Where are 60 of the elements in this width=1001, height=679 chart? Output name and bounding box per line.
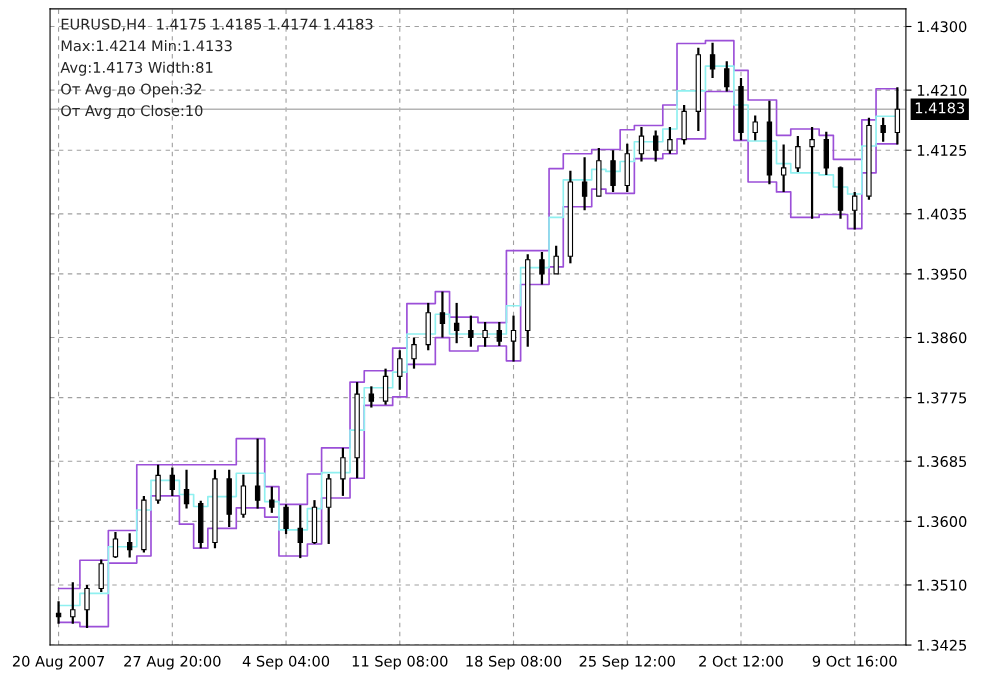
annotation: От Avg до Open:32 bbox=[61, 83, 202, 98]
candlestick bbox=[126, 532, 133, 559]
y-tick-label: 1.3600 bbox=[917, 516, 967, 528]
x-tick-label: 2 Oct 12:00 bbox=[699, 655, 783, 667]
x-tick-label: 18 Sep 08:00 bbox=[466, 655, 562, 670]
candlestick bbox=[780, 143, 787, 194]
y-tick-label: 1.3510 bbox=[917, 579, 967, 591]
text: EURUSD,H4 1.4175 1.4185 1.4174 1.4183 bbox=[61, 18, 373, 32]
y-tick-label: 1.4300 bbox=[917, 21, 967, 33]
candlestick bbox=[795, 134, 801, 174]
candlestick bbox=[496, 320, 502, 348]
candlestick bbox=[653, 129, 659, 163]
candlestick bbox=[510, 314, 517, 363]
y-tick-label: 1.4035 bbox=[917, 208, 967, 220]
candlestick bbox=[482, 320, 488, 348]
y-tick-label: 1.4125 bbox=[917, 144, 967, 156]
candlestick bbox=[553, 244, 559, 276]
annotation: От Avg до Close:10 bbox=[61, 104, 203, 120]
candlestick bbox=[852, 190, 858, 231]
candlestick bbox=[283, 503, 289, 536]
candlestick bbox=[581, 156, 588, 212]
y-tick-label: 1.4210 bbox=[917, 84, 967, 96]
candlestick bbox=[709, 41, 716, 80]
candlestick bbox=[183, 468, 190, 510]
candlestick bbox=[397, 349, 403, 391]
candlestick bbox=[254, 437, 261, 510]
candlestick bbox=[84, 583, 90, 630]
x-tick-label: 20 Aug 2007 bbox=[12, 655, 105, 670]
x-tick-label: 11 Sep 08:00 bbox=[352, 655, 448, 670]
candlestick bbox=[297, 503, 303, 560]
y-tick-label: 1.3685 bbox=[917, 455, 967, 467]
y-tick-label: 1.3775 bbox=[917, 392, 967, 404]
candlestick bbox=[724, 60, 730, 93]
y-tick-label: 1.3860 bbox=[917, 332, 967, 344]
x-tick-label: 4 Sep 04:00 bbox=[242, 655, 330, 670]
y-tick-label: 1.3950 bbox=[917, 268, 967, 280]
candlestick bbox=[638, 125, 645, 163]
candlestick bbox=[880, 116, 886, 143]
x-tick-label: 9 Oct 16:00 bbox=[812, 655, 897, 667]
candlestick bbox=[70, 581, 76, 625]
x-tick-label: 27 Aug 20:00 bbox=[124, 655, 221, 670]
candlestick bbox=[112, 530, 119, 560]
candlestick bbox=[453, 301, 460, 345]
candlestick bbox=[539, 250, 545, 286]
candlestick bbox=[894, 86, 901, 146]
candlestick bbox=[411, 336, 417, 370]
ref-line-label: 1.4183 bbox=[915, 102, 965, 114]
candlestick bbox=[752, 114, 758, 142]
candlestick bbox=[439, 290, 446, 339]
candlestick bbox=[468, 314, 474, 348]
candlestick bbox=[169, 466, 176, 497]
candlestick bbox=[269, 485, 275, 514]
annotation: Max:1.4214 Min:1.4133 bbox=[61, 40, 232, 52]
annotation: Avg:1.4173 Width:81 bbox=[60, 61, 213, 76]
candlestick bbox=[809, 125, 815, 220]
candlestick bbox=[368, 385, 375, 409]
candlestick bbox=[667, 125, 673, 155]
candlestick bbox=[340, 446, 346, 497]
x-tick-label: 25 Sep 12:00 bbox=[579, 655, 675, 670]
y-tick-label: 1.3425 bbox=[917, 639, 967, 651]
